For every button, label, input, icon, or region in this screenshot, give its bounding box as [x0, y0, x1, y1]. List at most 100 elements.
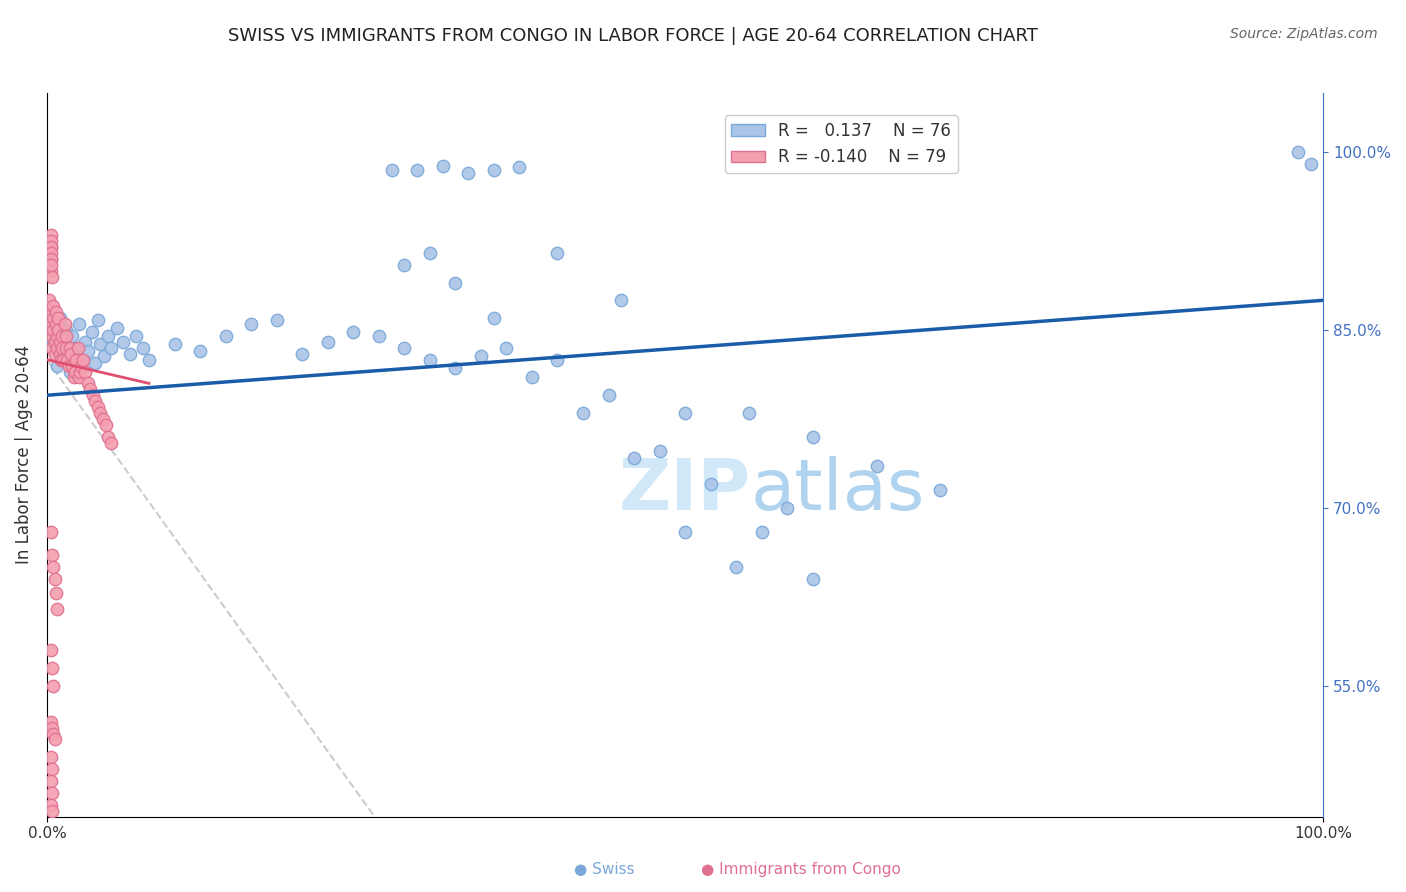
Swiss: [470, 349, 492, 363]
Immigrants from Congo: [89, 406, 111, 420]
Immigrants from Congo: [41, 804, 63, 818]
Swiss: [125, 329, 148, 343]
Swiss: [801, 430, 824, 444]
Immigrants from Congo: [53, 317, 76, 331]
Swiss: [80, 326, 103, 340]
Swiss: [112, 334, 135, 349]
Immigrants from Congo: [39, 714, 62, 729]
Swiss: [776, 501, 799, 516]
Immigrants from Congo: [39, 750, 62, 764]
Immigrants from Congo: [48, 311, 70, 326]
Swiss: [118, 347, 141, 361]
Swiss: [97, 329, 120, 343]
Immigrants from Congo: [49, 352, 72, 367]
Text: ● Immigrants from Congo: ● Immigrants from Congo: [702, 863, 901, 877]
Swiss: [610, 293, 633, 308]
Immigrants from Congo: [39, 227, 62, 242]
Swiss: [457, 166, 479, 180]
Immigrants from Congo: [52, 352, 75, 367]
Immigrants from Congo: [76, 376, 98, 391]
Immigrants from Congo: [39, 245, 62, 260]
Immigrants from Congo: [39, 797, 62, 812]
Immigrants from Congo: [45, 586, 67, 600]
Immigrants from Congo: [55, 341, 77, 355]
Swiss: [623, 451, 645, 466]
Immigrants from Congo: [44, 334, 66, 349]
Swiss: [572, 406, 595, 420]
Immigrants from Congo: [41, 341, 63, 355]
Text: ● Swiss: ● Swiss: [574, 863, 636, 877]
Immigrants from Congo: [51, 329, 73, 343]
Swiss: [93, 349, 115, 363]
Swiss: [342, 326, 364, 340]
Text: ZIP: ZIP: [619, 457, 751, 525]
Swiss: [188, 344, 211, 359]
Swiss: [394, 258, 416, 272]
Immigrants from Congo: [58, 359, 80, 373]
Swiss: [598, 388, 620, 402]
Swiss: [46, 359, 69, 373]
Swiss: [48, 311, 70, 326]
Immigrants from Congo: [94, 417, 117, 432]
Swiss: [520, 370, 543, 384]
Swiss: [62, 329, 84, 343]
Immigrants from Congo: [39, 524, 62, 539]
Swiss: [291, 347, 314, 361]
Immigrants from Congo: [51, 341, 73, 355]
Swiss: [1299, 157, 1322, 171]
Swiss: [316, 334, 339, 349]
Immigrants from Congo: [45, 305, 67, 319]
Immigrants from Congo: [46, 329, 69, 343]
Immigrants from Congo: [65, 352, 87, 367]
Immigrants from Congo: [69, 364, 91, 378]
Immigrants from Congo: [41, 269, 63, 284]
Swiss: [42, 334, 65, 349]
Immigrants from Congo: [39, 305, 62, 319]
Swiss: [546, 245, 568, 260]
Swiss: [508, 161, 530, 175]
Legend: R =   0.137    N = 76, R = -0.140    N = 79: R = 0.137 N = 76, R = -0.140 N = 79: [724, 115, 957, 173]
Immigrants from Congo: [59, 341, 82, 355]
Swiss: [444, 276, 467, 290]
Swiss: [72, 352, 94, 367]
Immigrants from Congo: [56, 352, 79, 367]
Swiss: [546, 352, 568, 367]
Immigrants from Congo: [46, 341, 69, 355]
Immigrants from Congo: [39, 774, 62, 789]
Immigrants from Congo: [41, 661, 63, 675]
Swiss: [59, 364, 82, 378]
Swiss: [482, 162, 505, 177]
Immigrants from Congo: [39, 240, 62, 254]
Immigrants from Congo: [39, 252, 62, 266]
Immigrants from Congo: [39, 317, 62, 331]
Swiss: [673, 406, 696, 420]
Swiss: [419, 245, 441, 260]
Swiss: [87, 313, 110, 327]
Swiss: [100, 341, 122, 355]
Swiss: [75, 334, 97, 349]
Swiss: [380, 162, 402, 177]
Immigrants from Congo: [41, 721, 63, 735]
Immigrants from Congo: [79, 382, 101, 396]
Swiss: [63, 341, 86, 355]
Text: SWISS VS IMMIGRANTS FROM CONGO IN LABOR FORCE | AGE 20-64 CORRELATION CHART: SWISS VS IMMIGRANTS FROM CONGO IN LABOR …: [228, 27, 1038, 45]
Immigrants from Congo: [42, 560, 65, 574]
Swiss: [84, 356, 107, 370]
Immigrants from Congo: [38, 293, 60, 308]
Swiss: [163, 337, 186, 351]
Swiss: [738, 406, 761, 420]
Swiss: [801, 572, 824, 586]
Swiss: [138, 352, 160, 367]
Immigrants from Congo: [84, 394, 107, 409]
Swiss: [432, 159, 454, 173]
Swiss: [495, 341, 517, 355]
Swiss: [482, 311, 505, 326]
Immigrants from Congo: [100, 435, 122, 450]
Immigrants from Congo: [42, 679, 65, 693]
Immigrants from Congo: [39, 240, 62, 254]
Text: Source: ZipAtlas.com: Source: ZipAtlas.com: [1230, 27, 1378, 41]
Immigrants from Congo: [41, 762, 63, 776]
Immigrants from Congo: [63, 364, 86, 378]
Swiss: [1286, 145, 1309, 159]
Immigrants from Congo: [87, 400, 110, 414]
